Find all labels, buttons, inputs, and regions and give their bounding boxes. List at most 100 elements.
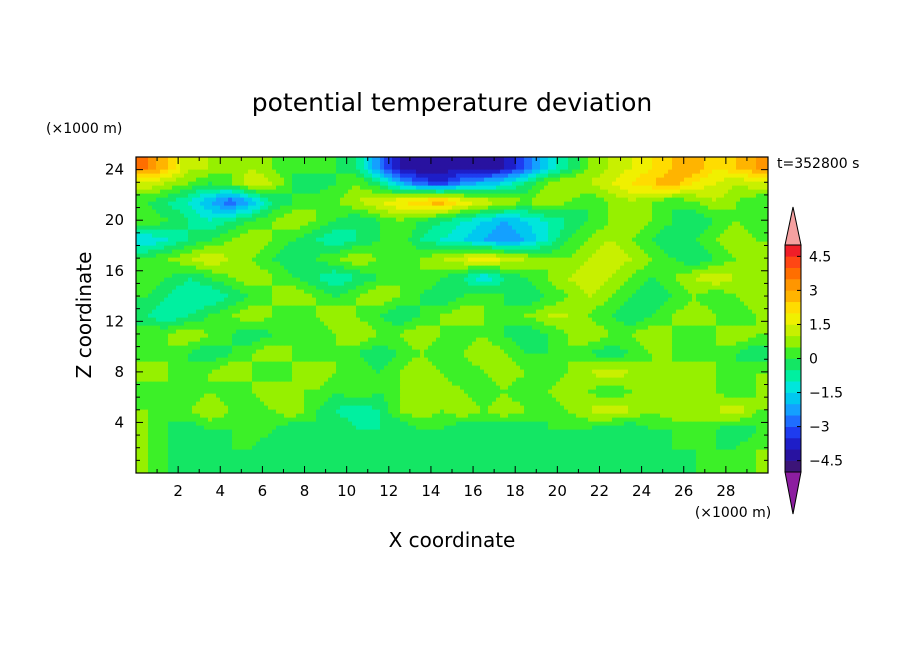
heatmap-cell — [412, 353, 417, 358]
heatmap-cell — [524, 401, 529, 406]
heatmap-cell — [316, 469, 321, 473]
heatmap-cell — [452, 461, 457, 466]
heatmap-cell — [520, 405, 525, 410]
heatmap-cell — [176, 345, 181, 350]
heatmap-cell — [224, 381, 229, 386]
heatmap-cell — [236, 437, 241, 442]
heatmap-cell — [736, 437, 741, 442]
heatmap-cell — [596, 381, 601, 386]
heatmap-cell — [304, 469, 309, 473]
heatmap-cell — [400, 349, 405, 354]
heatmap-cell — [144, 357, 149, 362]
heatmap-cell — [728, 377, 733, 382]
heatmap-cell — [256, 353, 261, 358]
heatmap-cell — [148, 457, 153, 462]
heatmap-cell — [292, 429, 297, 434]
heatmap-cell — [648, 401, 653, 406]
heatmap-cell — [700, 469, 705, 473]
heatmap-cell — [712, 353, 717, 358]
heatmap-cell — [572, 377, 577, 382]
heatmap-cell — [152, 445, 157, 450]
heatmap-cell — [736, 433, 741, 438]
heatmap-cell — [328, 433, 333, 438]
heatmap-cell — [184, 405, 189, 410]
heatmap-cell — [568, 389, 573, 394]
heatmap-cell — [608, 433, 613, 438]
heatmap-cell — [152, 361, 157, 366]
heatmap-cell — [464, 465, 469, 470]
heatmap-cell — [304, 461, 309, 466]
heatmap-cell — [548, 441, 553, 446]
heatmap-cell — [144, 417, 149, 422]
heatmap-cell — [544, 433, 549, 438]
heatmap-cell — [592, 465, 597, 470]
heatmap-cell — [752, 389, 757, 394]
heatmap-cell — [556, 389, 561, 394]
heatmap-cell — [452, 357, 457, 362]
heatmap-cell — [704, 405, 709, 410]
heatmap-cell — [400, 409, 405, 414]
heatmap-cell — [572, 389, 577, 394]
heatmap-cell — [264, 357, 269, 362]
heatmap-cell — [400, 433, 405, 438]
heatmap-cell — [544, 429, 549, 434]
heatmap-cell — [252, 361, 257, 366]
heatmap-cell — [744, 353, 749, 358]
heatmap-cell — [288, 365, 293, 370]
heatmap-cell — [168, 413, 173, 418]
heatmap-cell — [424, 413, 429, 418]
heatmap-cell — [572, 413, 577, 418]
heatmap-cell — [380, 457, 385, 462]
heatmap-cell — [344, 377, 349, 382]
heatmap-cell — [732, 433, 737, 438]
heatmap-cell — [440, 381, 445, 386]
heatmap-cell — [492, 397, 497, 402]
heatmap-cell — [596, 353, 601, 358]
heatmap-cell — [340, 465, 345, 470]
heatmap-cell — [492, 345, 497, 350]
heatmap-cell — [140, 437, 145, 442]
heatmap-cell — [300, 425, 305, 430]
heatmap-cell — [408, 425, 413, 430]
heatmap-cell — [304, 433, 309, 438]
heatmap-cell — [316, 429, 321, 434]
heatmap-cell — [328, 373, 333, 378]
heatmap-cell — [256, 441, 261, 446]
heatmap-cell — [224, 425, 229, 430]
heatmap-cell — [712, 461, 717, 466]
heatmap-cell — [480, 349, 485, 354]
heatmap-cell — [216, 409, 221, 414]
heatmap-cell — [716, 437, 721, 442]
heatmap-cell — [460, 441, 465, 446]
heatmap-cell — [316, 373, 321, 378]
heatmap-cell — [476, 429, 481, 434]
heatmap-cell — [720, 421, 725, 426]
heatmap-cell — [492, 377, 497, 382]
heatmap-cell — [628, 425, 633, 430]
heatmap-cell — [244, 389, 249, 394]
heatmap-cell — [468, 453, 473, 458]
heatmap-cell — [308, 373, 313, 378]
heatmap-cell — [204, 421, 209, 426]
heatmap-cell — [160, 361, 165, 366]
heatmap-cell — [616, 361, 621, 366]
heatmap-cell — [672, 349, 677, 354]
heatmap-cell — [704, 373, 709, 378]
heatmap-cell — [488, 353, 493, 358]
heatmap-cell — [200, 385, 205, 390]
heatmap-cell — [192, 389, 197, 394]
heatmap-cell — [464, 449, 469, 454]
heatmap-cell — [700, 429, 705, 434]
heatmap-cell — [460, 385, 465, 390]
heatmap-cell — [448, 353, 453, 358]
heatmap-cell — [524, 429, 529, 434]
heatmap-cell — [580, 365, 585, 370]
heatmap-cell — [388, 445, 393, 450]
heatmap-cell — [468, 461, 473, 466]
heatmap-cell — [220, 401, 225, 406]
heatmap-cell — [608, 453, 613, 458]
heatmap-cell — [684, 417, 689, 422]
heatmap-cell — [628, 353, 633, 358]
heatmap-cell — [232, 369, 237, 374]
heatmap-cell — [216, 433, 221, 438]
